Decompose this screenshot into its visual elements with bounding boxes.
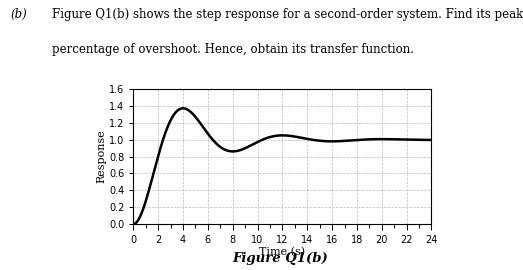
X-axis label: Time (s): Time (s) xyxy=(259,247,305,258)
Text: percentage of overshoot. Hence, obtain its transfer function.: percentage of overshoot. Hence, obtain i… xyxy=(52,43,414,56)
Text: Figure Q1(b) shows the step response for a second-order system. Find its peak ti: Figure Q1(b) shows the step response for… xyxy=(52,8,523,21)
Text: Figure Q1(b): Figure Q1(b) xyxy=(232,252,328,265)
Y-axis label: Response: Response xyxy=(96,130,106,184)
Text: (b): (b) xyxy=(10,8,27,21)
